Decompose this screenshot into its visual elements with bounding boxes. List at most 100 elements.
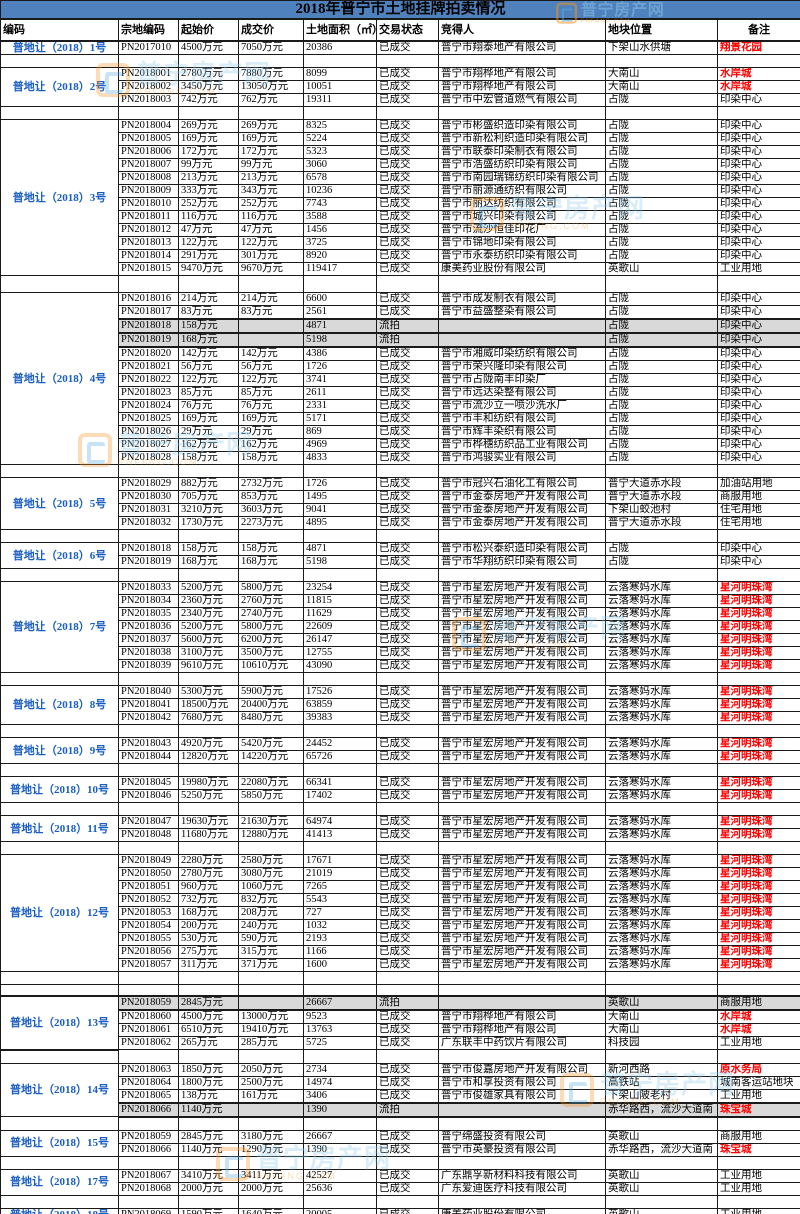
parcel-code-cell: PN2018037 <box>118 633 179 647</box>
area-cell: 20386 <box>303 40 377 55</box>
blank-cell <box>0 1155 119 1170</box>
parcel-code-cell: PN2018056 <box>118 945 179 959</box>
area-cell: 17402 <box>303 789 377 803</box>
start-price-cell: 76万元 <box>178 399 239 413</box>
table-row: PN2018046 5250万元 5850万元 17402 已成交 普宁市星宏房地产开发有… <box>1 789 800 803</box>
remark-cell: 星河明珠湾 <box>717 906 800 920</box>
separator-row <box>0 971 800 985</box>
start-price-cell: 1140万元 <box>178 1101 239 1118</box>
area-cell: 65726 <box>303 750 377 764</box>
blank-cell <box>303 984 377 997</box>
remark-cell: 住宅用地 <box>717 503 800 517</box>
deal-price-cell: 85万元 <box>238 386 304 400</box>
blank-cell <box>118 672 179 686</box>
start-price-cell: 138万元 <box>178 1088 239 1103</box>
start-price-cell: 265万元 <box>178 1036 239 1050</box>
blank-cell <box>238 984 304 997</box>
deal-price-cell: 13000万元 <box>238 1009 304 1024</box>
remark-cell: 星河明珠湾 <box>717 698 800 712</box>
group-label: 普地让（2018）18号 <box>0 1207 119 1214</box>
blank-cell <box>178 1116 239 1131</box>
remark-cell: 工业用地 <box>717 1207 800 1214</box>
status-cell: 已成交 <box>376 1009 439 1024</box>
deal-price-cell: 47万元 <box>238 223 304 237</box>
table-row: PN2018064 1800万元 2500万元 14974 已成交 普宁市和享投资有限公司… <box>1 1075 800 1090</box>
location-cell: 科技园 <box>605 1036 718 1050</box>
parcel-code-cell: PN2018010 <box>118 197 179 211</box>
winner-cell <box>438 995 606 1011</box>
table-row: PN2018011 116万元 116万元 3588 已成交 普宁市城兴印染有限公司 占陇印… <box>1 210 800 224</box>
winner-cell: 普宁市辉丰染织有限公司 <box>438 425 606 439</box>
deal-price-cell: 83万元 <box>238 305 304 320</box>
location-cell: 云落寒妈水库 <box>605 633 718 647</box>
deal-price-cell: 122万元 <box>238 373 304 387</box>
blank-cell <box>238 275 304 293</box>
group-label: 普地让（2018）2号 <box>0 67 119 107</box>
location-cell: 普宁大道赤水段 <box>605 516 718 530</box>
table-row: 普地让（2018）8号 PN2018040 5300万元 5900万元 17526 已成交… <box>0 685 800 725</box>
deal-price-cell: 2273万元 <box>238 516 304 530</box>
parcel-code-cell: PN2018012 <box>118 223 179 237</box>
deal-price-cell: 2050万元 <box>238 1062 304 1077</box>
parcel-code-cell: PN2018008 <box>118 171 179 185</box>
remark-cell: 星河明珠湾 <box>717 659 800 673</box>
area-cell: 42527 <box>303 1168 377 1183</box>
start-price-cell: 3210万元 <box>178 503 239 517</box>
parcel-code-cell: PN2018066 <box>118 1142 179 1157</box>
status-cell: 已成交 <box>376 490 439 504</box>
blank-cell <box>438 802 606 816</box>
location-cell: 占陇 <box>605 399 718 413</box>
start-price-cell: 168万元 <box>178 332 239 348</box>
area-cell: 4895 <box>303 516 377 530</box>
location-cell: 下架山蛟池村 <box>605 503 718 517</box>
deal-price-cell: 252万元 <box>238 197 304 211</box>
winner-cell: 普宁市星宏房地产开发有限公司 <box>438 750 606 764</box>
remark-cell: 星河明珠湾 <box>717 711 800 725</box>
remark-cell: 水岸城 <box>717 1009 800 1024</box>
blank-cell <box>178 106 239 120</box>
status-cell: 流拍 <box>376 332 439 348</box>
blank-cell <box>178 568 239 582</box>
blank-cell <box>238 672 304 686</box>
deal-price-cell: 1290万元 <box>238 1142 304 1157</box>
parcel-code-cell: PN2018067 <box>118 1168 179 1183</box>
blank-cell <box>118 106 179 120</box>
table-row: PN2018062 265万元 285万元 5725 已成交 广东联丰中药饮片有限公司 科技… <box>1 1036 800 1050</box>
blank-cell <box>178 275 239 293</box>
area-cell: 26667 <box>303 995 377 1011</box>
deal-price-cell: 6200万元 <box>238 633 304 647</box>
location-cell: 英歌山 <box>605 1181 718 1196</box>
location-cell: 英歌山 <box>605 262 718 276</box>
status-cell: 已成交 <box>376 854 439 868</box>
blank-cell <box>303 529 377 543</box>
location-cell: 云落寒妈水库 <box>605 958 718 972</box>
parcel-code-cell: PN2018068 <box>118 1181 179 1196</box>
area-cell: 9523 <box>303 1009 377 1024</box>
parcel-code-cell: PN2018040 <box>118 685 179 699</box>
deal-price-cell: 2580万元 <box>238 854 304 868</box>
deal-price-cell: 19410万元 <box>238 1023 304 1037</box>
blank-cell <box>376 841 439 855</box>
start-price-cell: 162万元 <box>178 438 239 452</box>
blank-cell <box>605 1049 718 1064</box>
remark-cell: 住宅用地 <box>717 516 800 530</box>
deal-price-cell: 1640万元 <box>238 1207 304 1214</box>
status-cell: 已成交 <box>376 958 439 972</box>
status-cell: 已成交 <box>376 646 439 660</box>
blank-cell <box>0 1049 119 1064</box>
table-row: 普地让（2018）17号 PN2018067 3410万元 3411万元 42527 已成… <box>0 1168 800 1196</box>
blank-cell <box>438 1155 606 1170</box>
winner-cell: 普宁市星宏房地产开发有限公司 <box>438 828 606 842</box>
parcel-code-cell: PN2018001 <box>118 67 179 81</box>
area-cell: 11815 <box>303 594 377 608</box>
start-price-cell: 4500万元 <box>178 40 239 55</box>
blank-cell <box>118 984 179 997</box>
parcel-code-cell: PN2018026 <box>118 425 179 439</box>
location-cell: 占陇 <box>605 386 718 400</box>
start-price-cell: 12820万元 <box>178 750 239 764</box>
blank-cell <box>238 106 304 120</box>
location-cell: 普宁大道赤水段 <box>605 477 718 491</box>
area-cell: 1600 <box>303 958 377 972</box>
table-row: PN2018038 3100万元 3500万元 12755 已成交 普宁市星宏房地产开发有… <box>1 646 800 660</box>
location-cell: 赤华路西，流沙大道南 <box>605 1101 718 1118</box>
